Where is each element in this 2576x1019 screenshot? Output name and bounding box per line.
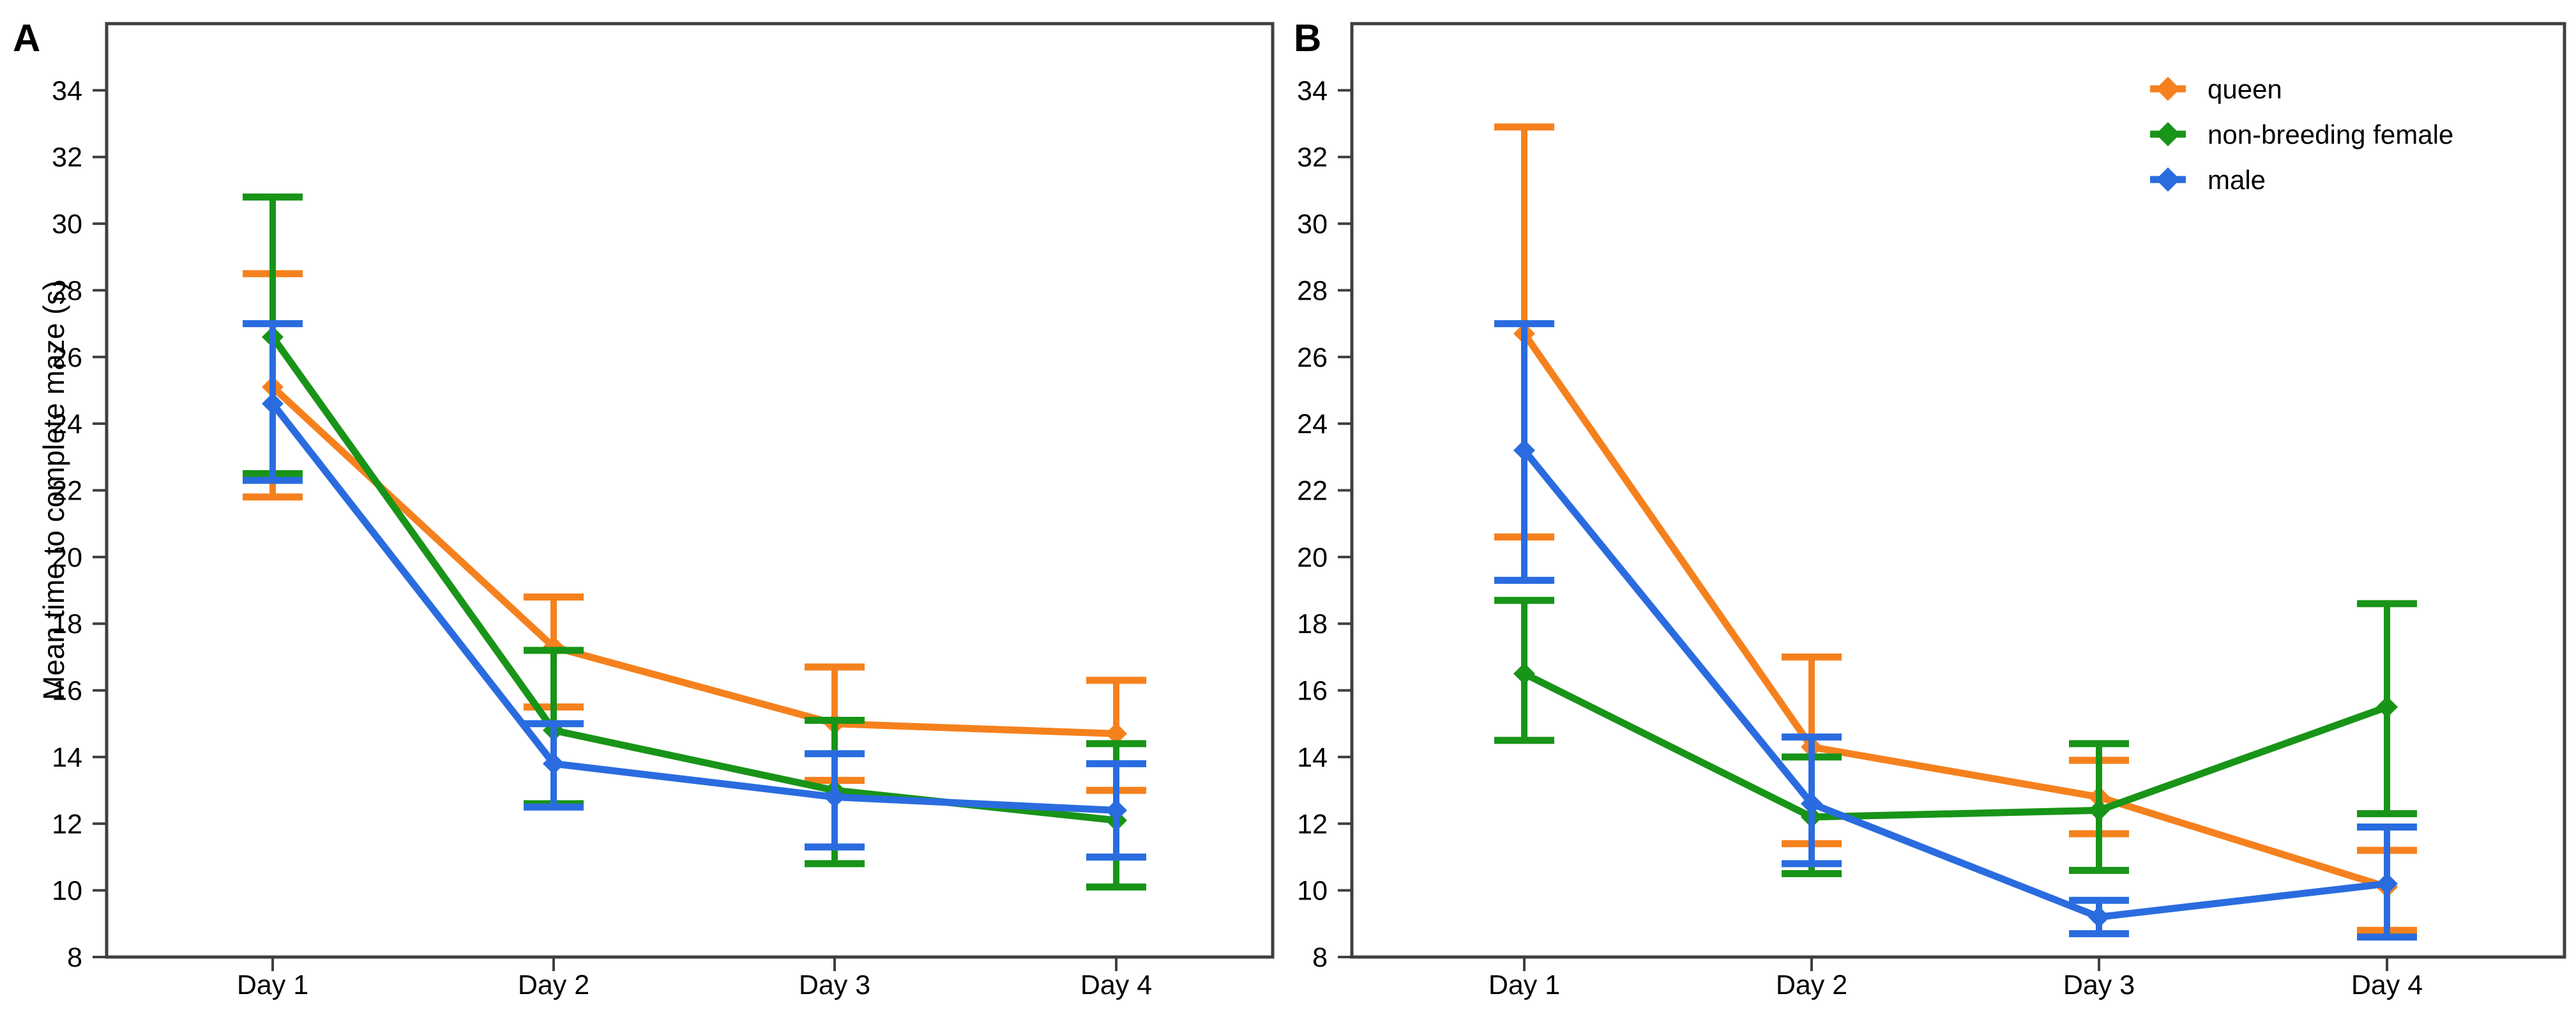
- y-tick-label: 30: [52, 209, 82, 240]
- y-tick-label: 22: [52, 476, 82, 507]
- y-tick-label: 20: [1297, 542, 1328, 573]
- legend-label: male: [2208, 165, 2266, 195]
- y-axis: 8 10 12 14 16 18 20 22 24 26 28 30 32 34: [52, 75, 107, 973]
- series-non-breeding-female: [1494, 597, 2417, 878]
- x-tick-label: Day 1: [237, 970, 308, 1000]
- data-point: [1513, 439, 1535, 461]
- y-tick-label: 32: [52, 142, 82, 173]
- data-point: [1801, 792, 1822, 815]
- y-tick-label: 14: [1297, 742, 1328, 773]
- x-tick-label: Day 3: [799, 970, 870, 1000]
- y-tick-label: 10: [1297, 876, 1328, 907]
- y-tick-label: 12: [52, 809, 82, 839]
- y-tick-label: 16: [52, 676, 82, 707]
- y-axis: 8 10 12 14 16 18 20 22 24 26 28 30 32 34: [1297, 75, 1352, 973]
- data-point: [2088, 906, 2110, 928]
- y-tick-label: 18: [52, 609, 82, 640]
- panel-letter-a: A: [13, 17, 40, 59]
- series-markers-non-breeding-female: [1513, 663, 2398, 828]
- y-tick-label: 14: [52, 742, 82, 773]
- y-tick-label: 26: [52, 342, 82, 373]
- y-tick-label: 16: [1297, 676, 1328, 707]
- y-tick-label: 20: [52, 542, 82, 573]
- legend-marker: [2156, 122, 2180, 146]
- legend-marker: [2156, 77, 2180, 101]
- x-tick-label: Day 3: [2063, 970, 2135, 1000]
- x-tick-label: Day 2: [518, 970, 589, 1000]
- legend-label: non-breeding female: [2208, 119, 2453, 149]
- y-tick-label: 34: [52, 75, 82, 106]
- y-tick-label: 34: [1297, 75, 1328, 106]
- y-tick-label: 24: [1297, 409, 1328, 440]
- data-point: [2376, 873, 2398, 895]
- legend-marker: [2156, 167, 2180, 192]
- x-tick-label: Day 1: [1489, 970, 1560, 1000]
- legend-item-male: male: [2150, 165, 2266, 195]
- y-tick-label: 32: [1297, 142, 1328, 173]
- legend: queen non-breeding female male: [2150, 74, 2453, 195]
- data-point: [1105, 723, 1127, 745]
- y-tick-label: 8: [67, 942, 82, 973]
- y-axis-title: Mean time to complete maze (s): [37, 280, 70, 700]
- legend-item-queen: queen: [2150, 74, 2282, 104]
- x-tick-label: Day 2: [1776, 970, 1847, 1000]
- series-line-male: [1520, 447, 2391, 921]
- y-tick-label: 10: [52, 876, 82, 907]
- series-male: [243, 320, 1146, 861]
- series-line-queen: [1520, 330, 2391, 891]
- data-point: [1105, 799, 1127, 822]
- x-tick-label: Day 4: [1080, 970, 1152, 1000]
- series-line-non-breeding-female: [1520, 670, 2391, 821]
- x-tick-label: Day 4: [2351, 970, 2423, 1000]
- x-axis: Day 1 Day 2 Day 3 Day 4: [237, 957, 1152, 1000]
- y-tick-label: 8: [1312, 942, 1328, 973]
- series-male: [1494, 320, 2417, 941]
- data-point: [262, 392, 284, 415]
- legend-item-non-breeding-female: non-breeding female: [2150, 119, 2453, 149]
- series-line-queen: [269, 383, 1120, 737]
- data-point: [2088, 799, 2110, 822]
- panel-letter-b: B: [1294, 17, 1321, 59]
- series-line-male: [269, 400, 1120, 814]
- y-tick-label: 24: [52, 409, 82, 440]
- series-markers-male: [1513, 439, 2398, 928]
- data-point: [824, 786, 845, 808]
- y-tick-label: 28: [52, 275, 82, 306]
- y-tick-label: 30: [1297, 209, 1328, 240]
- y-tick-label: 18: [1297, 609, 1328, 640]
- data-point: [1513, 663, 1535, 685]
- y-tick-label: 28: [1297, 275, 1328, 306]
- legend-label: queen: [2208, 74, 2282, 104]
- y-tick-label: 26: [1297, 342, 1328, 373]
- series-markers-male: [262, 392, 1127, 822]
- data-point: [2376, 696, 2398, 718]
- x-axis: Day 1 Day 2 Day 3 Day 4: [1489, 957, 2423, 1000]
- y-tick-label: 12: [1297, 809, 1328, 839]
- y-tick-label: 22: [1297, 476, 1328, 507]
- data-point: [543, 753, 564, 775]
